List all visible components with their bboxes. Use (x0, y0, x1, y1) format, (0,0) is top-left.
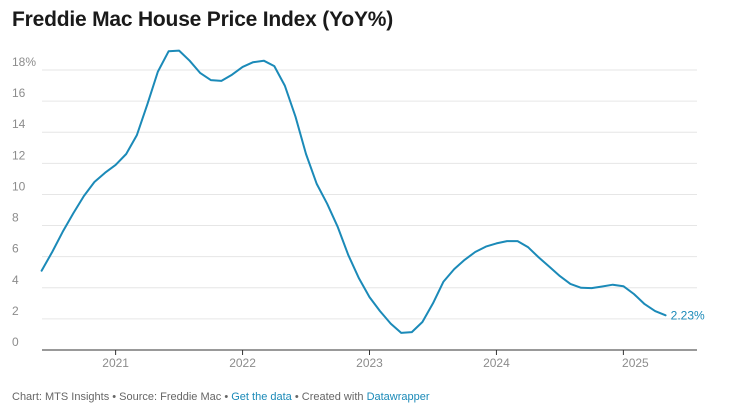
x-tick-label: 2023 (356, 356, 383, 370)
y-tick-label: 18% (12, 55, 36, 69)
chart-title: Freddie Mac House Price Index (YoY%) (12, 8, 394, 31)
footer: Chart: MTS Insights • Source: Freddie Ma… (12, 391, 430, 403)
footer-created-with: • Created with (291, 391, 367, 403)
y-tick-label: 4 (12, 273, 19, 287)
y-tick-label: 0 (12, 335, 19, 349)
series-line (40, 49, 667, 334)
y-tick-label: 6 (12, 242, 19, 256)
x-tick-label: 2021 (102, 356, 129, 370)
y-tick-label: 10 (12, 179, 26, 193)
get-the-data-link[interactable]: Get the data (231, 391, 292, 403)
y-tick-label: 16 (12, 86, 26, 100)
datawrapper-link[interactable]: Datawrapper (366, 391, 430, 403)
y-tick-label: 14 (12, 117, 26, 131)
x-tick-label: 2022 (229, 356, 256, 370)
y-tick-label: 12 (12, 148, 26, 162)
x-tick-label: 2025 (622, 356, 649, 370)
x-tick-label: 2024 (483, 356, 510, 370)
y-tick-label: 8 (12, 211, 19, 225)
end-value-label: 2.23% (671, 308, 705, 322)
y-axis-ticks: 0 2 4 6 8 10 12 14 16 18% (12, 55, 36, 349)
gridlines (42, 69, 697, 351)
footer-credit: Chart: MTS Insights • Source: Freddie Ma… (12, 391, 232, 403)
x-axis-ticks: 2021 2022 2023 2024 2025 (102, 350, 649, 370)
y-tick-label: 2 (12, 304, 19, 318)
